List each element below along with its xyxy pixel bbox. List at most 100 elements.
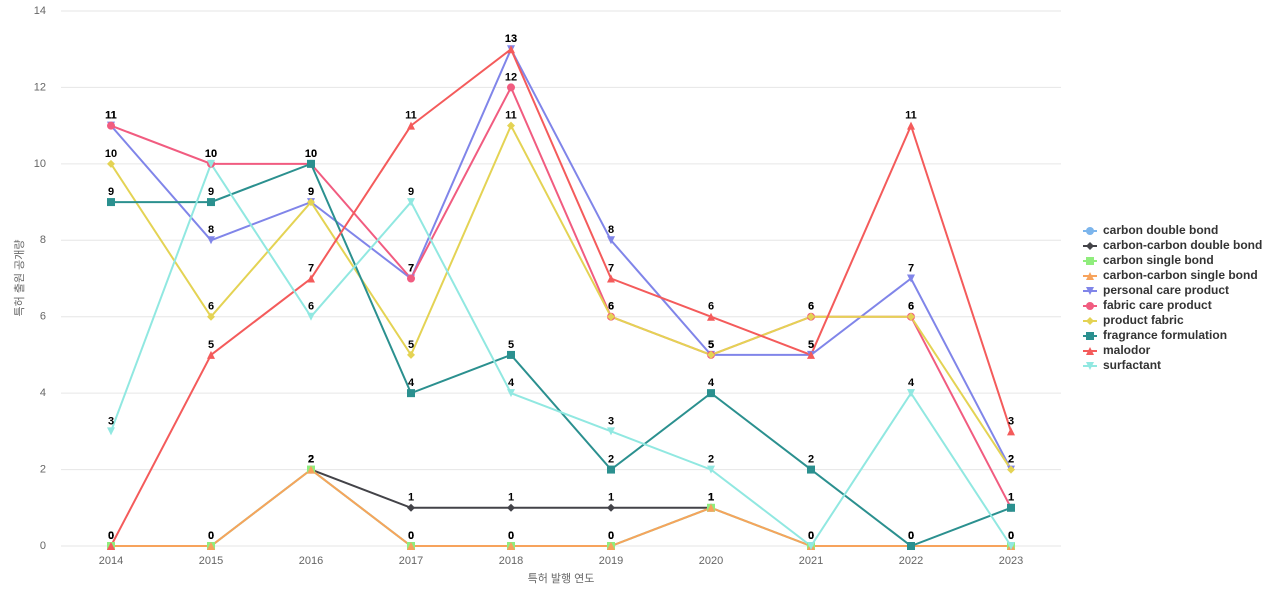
- data-point: [407, 198, 415, 207]
- legend-label: fabric care product: [1103, 298, 1212, 312]
- data-label: 4: [708, 377, 715, 389]
- data-point: [107, 121, 115, 130]
- data-point: [407, 274, 415, 283]
- data-label: 1: [708, 492, 714, 504]
- data-label: 2: [308, 453, 314, 465]
- data-label: 0: [208, 530, 214, 542]
- data-point: [707, 465, 715, 474]
- data-label: 6: [608, 301, 614, 313]
- y-tick-label: 14: [34, 5, 46, 17]
- data-label: 0: [108, 530, 114, 542]
- data-label: 0: [908, 530, 914, 542]
- data-label: 9: [408, 186, 414, 198]
- data-label: 3: [1008, 415, 1014, 427]
- data-label: 1: [608, 492, 614, 504]
- data-point: [507, 503, 515, 512]
- x-axis-title: 특허 발행 연도: [528, 572, 595, 585]
- data-label: 2: [308, 453, 314, 465]
- data-point: [607, 542, 615, 550]
- data-label: 12: [505, 71, 517, 83]
- data-label: 1: [708, 492, 714, 504]
- data-point: [707, 350, 715, 359]
- legend-symbol: [1086, 332, 1094, 340]
- data-label: 6: [908, 301, 914, 313]
- data-point: [207, 350, 215, 359]
- data-label: 1: [1008, 492, 1014, 504]
- x-tick-label: 2021: [799, 555, 823, 567]
- data-label: 10: [205, 148, 217, 160]
- data-label: 2: [608, 453, 614, 465]
- data-point: [307, 198, 315, 207]
- data-label: 0: [408, 530, 414, 542]
- data-point: [807, 312, 815, 321]
- data-point: [507, 542, 515, 550]
- data-label: 7: [408, 262, 414, 274]
- series-line: [111, 468, 1011, 547]
- data-label: 0: [608, 530, 614, 542]
- data-label: 2: [308, 453, 314, 465]
- data-point: [607, 312, 615, 321]
- data-point: [1007, 465, 1015, 474]
- data-point: [907, 389, 915, 398]
- data-point: [207, 236, 215, 245]
- data-label: 0: [608, 530, 614, 542]
- data-label: 5: [708, 339, 714, 351]
- data-label: 0: [808, 530, 814, 542]
- data-point: [307, 159, 315, 168]
- data-label: 0: [908, 530, 914, 542]
- series-line: [110, 47, 1012, 547]
- y-tick-label: 10: [34, 158, 46, 170]
- data-point: [607, 274, 615, 283]
- data-point: [707, 503, 715, 512]
- data-label: 9: [108, 186, 114, 198]
- series-line: [110, 123, 1012, 471]
- data-label: 10: [305, 148, 317, 160]
- data-label: 5: [208, 339, 214, 351]
- data-label: 11: [505, 110, 517, 122]
- x-tick-label: 2017: [399, 555, 423, 567]
- data-label: 6: [808, 301, 814, 313]
- data-label: 1: [408, 492, 414, 504]
- data-point: [107, 542, 115, 550]
- data-label: 5: [508, 339, 514, 351]
- legend-label: carbon-carbon single bond: [1103, 268, 1258, 282]
- legend-symbol: [1086, 242, 1094, 250]
- data-label: 1: [1008, 492, 1014, 504]
- data-point: [707, 389, 715, 398]
- data-label: 7: [408, 262, 414, 274]
- data-point: [807, 542, 815, 550]
- data-label: 2: [1008, 453, 1014, 465]
- data-point: [407, 350, 415, 359]
- data-label: 6: [708, 301, 714, 313]
- data-label: 0: [1008, 530, 1014, 542]
- data-label: 6: [308, 301, 314, 313]
- data-label: 5: [808, 339, 814, 351]
- data-label: 2: [1008, 453, 1014, 465]
- data-label: 3: [608, 415, 614, 427]
- data-label: 2: [308, 453, 314, 465]
- data-label: 0: [208, 530, 214, 542]
- data-label: 13: [505, 33, 517, 45]
- legend-label: surfactant: [1103, 358, 1161, 372]
- data-label: 11: [105, 110, 117, 122]
- data-point: [1007, 427, 1015, 436]
- data-point: [207, 542, 215, 550]
- data-label: 11: [105, 110, 117, 122]
- data-point: [907, 121, 915, 130]
- data-label: 1: [708, 492, 714, 504]
- data-label: 7: [308, 262, 314, 274]
- data-point: [207, 198, 215, 207]
- data-label: 0: [808, 530, 814, 542]
- data-point: [607, 236, 615, 245]
- series-line: [110, 46, 1012, 471]
- data-point: [407, 121, 415, 130]
- x-tick-label: 2015: [199, 555, 223, 567]
- data-point: [1007, 503, 1015, 512]
- data-point: [207, 159, 215, 168]
- data-point: [107, 427, 115, 436]
- data-point: [507, 389, 515, 398]
- data-label: 13: [505, 33, 517, 45]
- data-label: 0: [108, 530, 114, 542]
